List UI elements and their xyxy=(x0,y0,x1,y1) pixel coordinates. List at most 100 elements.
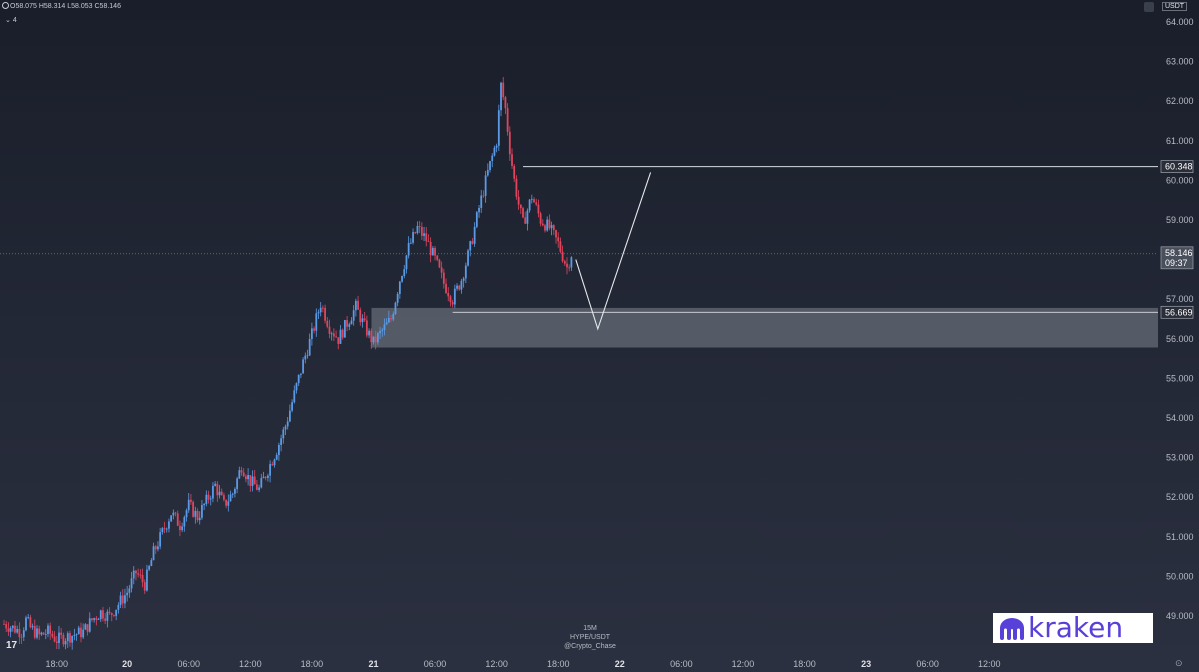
candle-body xyxy=(557,237,560,242)
candle-body xyxy=(207,494,210,500)
y-tick-label: 56.000 xyxy=(1166,334,1194,344)
candle-body xyxy=(372,336,375,343)
candle-body xyxy=(440,267,443,273)
y-tick-label: 54.000 xyxy=(1166,413,1194,423)
candle-body xyxy=(302,359,304,374)
candle-body xyxy=(398,281,401,294)
candle-body xyxy=(196,510,199,521)
candle-body xyxy=(381,330,384,332)
candle-body xyxy=(530,199,533,200)
candle-body xyxy=(51,633,54,637)
x-tick-label: 18:00 xyxy=(46,659,69,669)
candle-body xyxy=(475,212,478,227)
candle-body xyxy=(258,487,261,490)
candle-body xyxy=(319,307,322,313)
candle-body xyxy=(3,623,5,625)
candle-body xyxy=(288,410,291,422)
candle-body xyxy=(500,82,502,111)
candle-body xyxy=(236,478,239,489)
candle-body xyxy=(227,501,230,506)
x-tick-label: 20 xyxy=(122,659,132,669)
candle-body xyxy=(64,641,67,645)
candle-body xyxy=(330,333,333,335)
candle-body xyxy=(396,293,399,303)
candle-body xyxy=(376,333,379,343)
candle-body xyxy=(148,566,151,570)
indicator-count[interactable]: ⌄ 4 xyxy=(5,17,17,24)
candle-body xyxy=(187,499,190,511)
y-tick-label: 50.000 xyxy=(1166,571,1194,581)
candle-body xyxy=(102,610,104,619)
candle-body xyxy=(157,546,159,550)
candle-body xyxy=(139,574,142,576)
candle-body xyxy=(502,82,505,98)
candle-body xyxy=(478,207,480,213)
currency-selector[interactable]: USDT xyxy=(1162,2,1188,11)
candle-body xyxy=(141,574,144,583)
candle-body xyxy=(339,329,342,344)
candle-body xyxy=(214,483,217,486)
candle-body xyxy=(348,324,351,327)
candle-body xyxy=(249,475,252,486)
candle-body xyxy=(242,472,245,477)
candle-body xyxy=(256,484,258,490)
candle-body xyxy=(385,322,388,325)
x-axis: 18:00 20 06:00 12:00 18:00 21 06:00 12:00 18:00 2… xyxy=(46,659,1001,669)
candle-body xyxy=(115,609,118,616)
candle-body xyxy=(108,611,111,613)
auto-scale-icon[interactable]: ⊙ xyxy=(1175,658,1183,668)
candle-body xyxy=(146,569,148,591)
candle-body xyxy=(308,338,311,356)
candle-body xyxy=(161,528,164,533)
candle-body xyxy=(442,272,445,284)
kraken-wordmark: kraken xyxy=(1028,611,1124,644)
candle-body xyxy=(247,475,250,480)
x-tick-label: 22 xyxy=(615,659,625,669)
candle-body xyxy=(284,426,287,430)
price-marker-box xyxy=(1160,246,1194,270)
candle-body xyxy=(216,483,219,496)
candle-body xyxy=(363,318,366,321)
candle-body xyxy=(350,320,353,325)
candle-body xyxy=(524,217,527,224)
candle-body xyxy=(36,628,38,638)
candle-body xyxy=(570,257,573,268)
candle-body xyxy=(93,618,96,621)
x-tick-label: 06:00 xyxy=(670,659,693,669)
candle-body xyxy=(493,147,496,156)
price-marker-box xyxy=(1160,160,1194,173)
candle-body xyxy=(412,232,414,243)
candle-body xyxy=(451,302,454,305)
candle-body xyxy=(53,636,56,642)
candle-body xyxy=(497,110,500,146)
y-tick-label: 62.000 xyxy=(1166,96,1194,106)
ohlc-legend: O58.075 H58.314 L58.053 C58.146 xyxy=(2,2,121,10)
candle-body xyxy=(491,155,494,162)
open-value: O58.075 xyxy=(10,3,37,10)
candle-body xyxy=(313,328,315,331)
candle-body xyxy=(84,624,87,630)
candle-body xyxy=(541,223,544,226)
candle-body xyxy=(335,336,337,338)
candle-body xyxy=(526,210,529,224)
candle-body xyxy=(563,261,566,264)
candle-body xyxy=(69,633,71,643)
candle-body xyxy=(486,170,489,176)
candle-body xyxy=(203,503,206,506)
candle-body xyxy=(212,485,214,499)
candle-body xyxy=(359,309,362,323)
candle-body xyxy=(231,493,234,495)
tradingview-logo[interactable]: 17 xyxy=(6,640,18,651)
chart-settings-icon[interactable] xyxy=(1144,2,1154,12)
candle-body xyxy=(269,464,272,476)
candle-body xyxy=(286,421,289,427)
candle-body xyxy=(352,310,355,321)
candle-body xyxy=(220,491,223,496)
candle-body xyxy=(361,318,364,323)
candle-body xyxy=(414,232,417,234)
candle-body xyxy=(337,337,340,344)
x-tick-label: 23 xyxy=(861,659,871,669)
candle-body xyxy=(165,528,168,530)
candle-body xyxy=(513,165,516,179)
